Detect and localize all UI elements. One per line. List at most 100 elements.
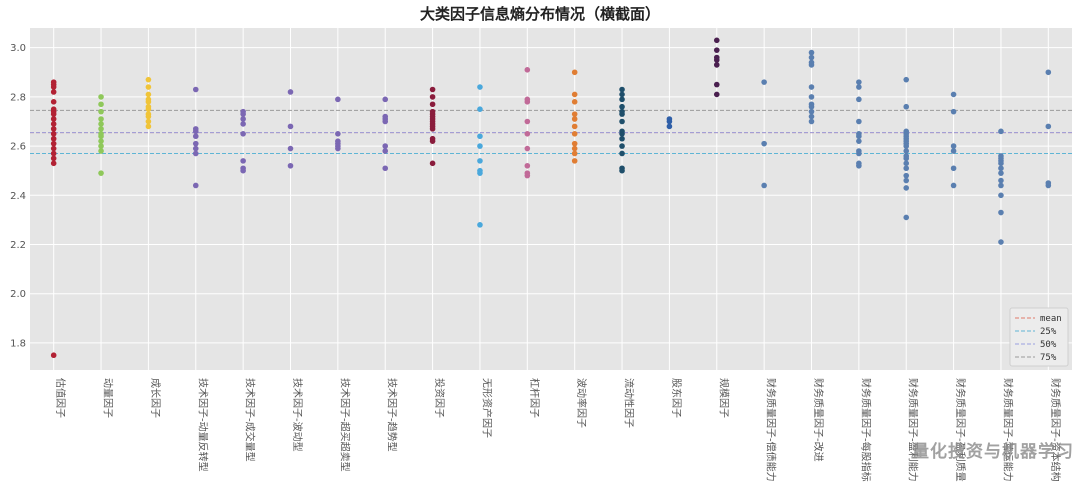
data-point [571,130,578,137]
data-point [98,94,104,100]
data-point [240,121,246,127]
data-point [619,118,625,125]
data-point [856,96,862,103]
data-point [382,96,389,103]
x-tick-label: 技术因子-成交量型 [244,378,257,462]
x-tick-label: 技术因子-波动型 [291,378,304,452]
data-point [619,91,625,98]
data-point [903,185,910,191]
data-point [477,167,483,174]
data-point [240,158,246,164]
data-point [98,116,104,122]
data-point [808,118,815,125]
legend-label: mean [1040,314,1062,324]
data-point [335,96,341,103]
data-point [477,222,483,228]
data-point [50,89,57,95]
data-points [50,37,1052,359]
data-point [50,130,57,137]
data-point [808,54,815,61]
data-point [856,84,862,90]
data-point [98,126,104,132]
data-point [145,76,152,83]
data-point [145,96,152,103]
data-point [903,103,910,110]
data-point [145,118,152,125]
data-point [998,209,1004,216]
data-point [950,182,957,189]
y-tick-label: 2.2 [10,240,26,251]
watermark: 量化投资与机器学习 [912,442,1074,462]
legend-label: 50% [1040,340,1057,350]
data-point [903,165,910,172]
data-point [50,79,57,85]
data-point [192,86,199,93]
data-point [145,84,152,90]
data-point [192,150,199,157]
x-tick-label: 无形资产因子 [480,378,493,438]
data-point [998,153,1004,159]
data-point [50,160,57,167]
data-point [950,91,957,98]
data-point [524,145,531,152]
y-axis: 1.8 2.0 2.2 2.4 2.6 2.8 3.0 [10,43,26,349]
data-point [903,214,910,221]
x-tick-label: 技术因子-趋势型 [386,378,399,452]
x-tick-label: 技术因子-超买超卖型 [338,378,351,472]
data-point [808,101,815,108]
data-point [713,62,720,68]
data-point [287,145,294,152]
data-point [477,133,483,140]
y-tick-label: 2.4 [10,191,26,202]
data-point [192,133,199,140]
x-tick-label: 财务质量因子-改进 [812,378,825,462]
data-point [619,128,625,135]
data-point [429,160,436,167]
grid [30,28,1072,370]
data-point [571,99,578,105]
x-tick-label: 财务质量因子-每股指标 [859,378,872,482]
data-point [666,123,673,130]
data-point [856,138,862,144]
data-point [145,103,152,110]
data-point [571,158,578,164]
data-point [240,165,246,172]
data-point [761,140,767,147]
data-point [571,140,578,147]
data-point [619,86,625,93]
data-point [1045,123,1052,130]
data-point [571,91,578,98]
data-point [287,162,294,169]
x-tick-label: 财务质量因子-盈利能力 [907,378,920,482]
data-point [1045,69,1052,76]
data-point [50,106,57,112]
data-point [856,79,862,85]
x-tick-label: 财务质量因子-营运能力 [1001,378,1014,482]
data-point [619,165,625,172]
data-point [145,91,152,98]
data-point [477,106,483,112]
data-point [998,170,1004,176]
y-tick-label: 1.8 [10,338,26,349]
data-point [903,76,910,83]
data-point [998,128,1004,135]
x-tick-label: 规模因子 [717,378,730,418]
data-point [240,116,246,122]
x-axis: 估值因子 动量因子 成长因子 技术因子-动量反转型 技术因子-成交量型 技术因子-波动型 技… [54,378,1062,482]
data-point [429,94,436,100]
data-point [477,84,483,90]
data-point [998,239,1004,245]
data-point [903,160,910,167]
data-point [571,150,578,157]
data-point [240,130,246,137]
data-point [50,155,57,162]
data-point [713,91,720,98]
data-point [429,135,436,142]
data-point [98,138,104,144]
data-point [950,165,957,172]
data-point [619,135,625,142]
data-point [192,145,199,152]
data-point [713,47,720,53]
legend-label: 25% [1040,327,1057,337]
